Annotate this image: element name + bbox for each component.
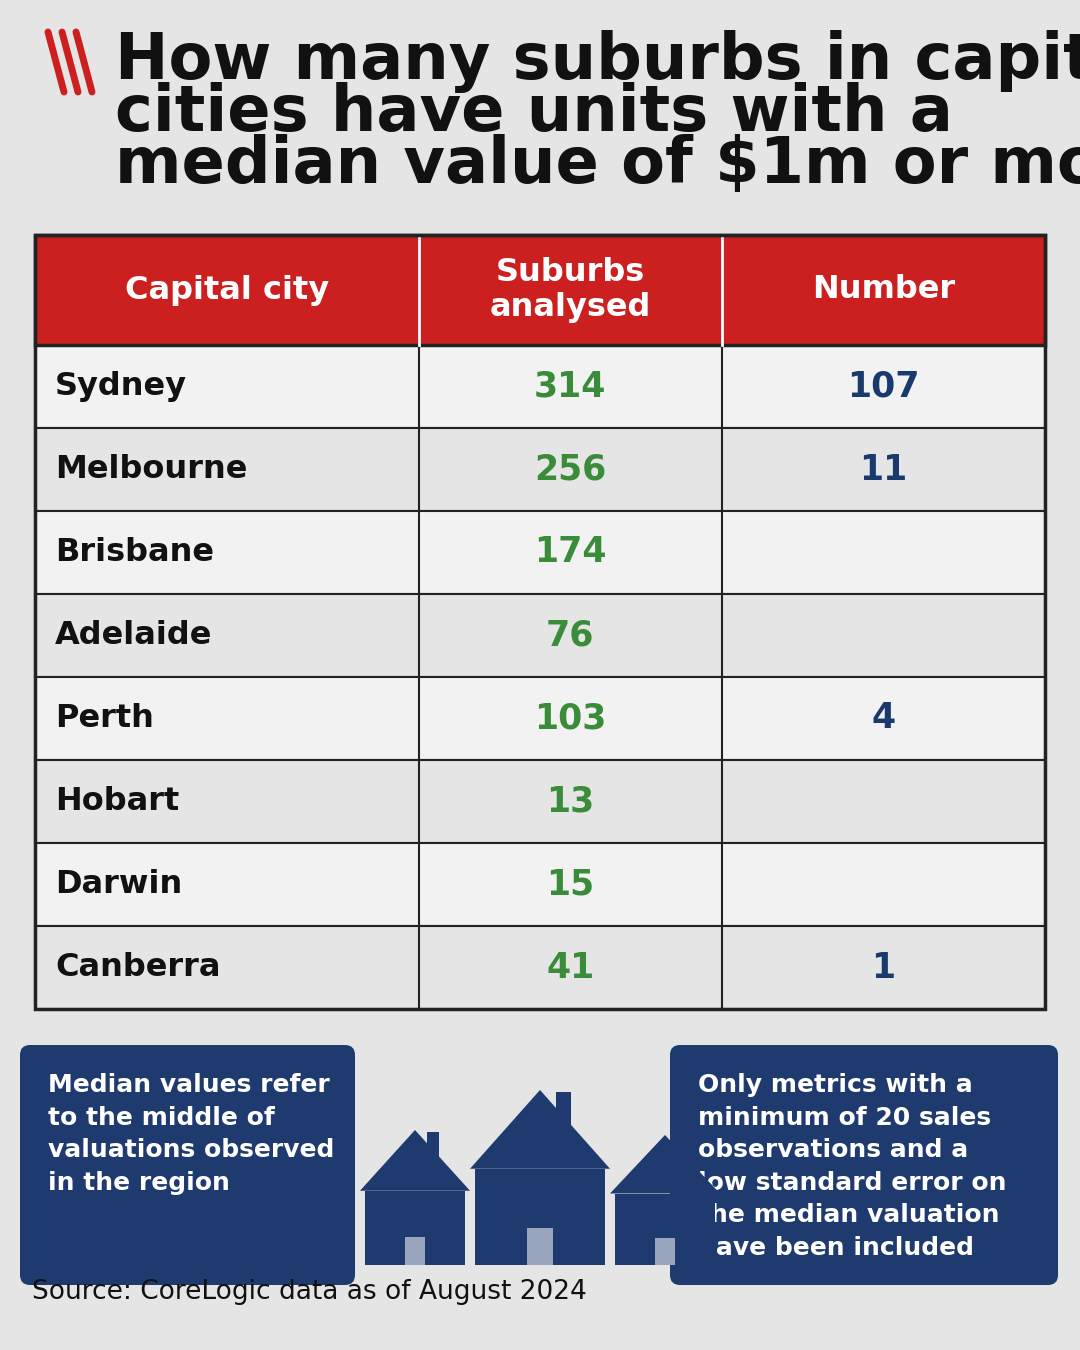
FancyBboxPatch shape <box>35 428 1045 512</box>
FancyBboxPatch shape <box>35 594 1045 676</box>
FancyBboxPatch shape <box>35 346 1045 428</box>
Text: Brisbane: Brisbane <box>55 537 214 568</box>
Polygon shape <box>527 1228 553 1265</box>
Polygon shape <box>475 1169 605 1265</box>
Polygon shape <box>470 1089 610 1169</box>
Polygon shape <box>365 1191 465 1265</box>
Text: Number: Number <box>812 274 955 305</box>
Text: 76: 76 <box>546 618 595 652</box>
FancyBboxPatch shape <box>35 760 1045 842</box>
Text: 107: 107 <box>847 370 920 404</box>
Text: Perth: Perth <box>55 703 153 734</box>
Text: Adelaide: Adelaide <box>55 620 213 651</box>
Polygon shape <box>555 1092 571 1127</box>
Text: How many suburbs in capital: How many suburbs in capital <box>114 30 1080 93</box>
Text: 13: 13 <box>546 784 594 818</box>
Text: 11: 11 <box>860 452 907 486</box>
Text: Darwin: Darwin <box>55 869 183 900</box>
Text: Hobart: Hobart <box>55 786 179 817</box>
Text: cities have units with a: cities have units with a <box>114 82 953 144</box>
Text: Only metrics with a
minimum of 20 sales
observations and a
low standard error on: Only metrics with a minimum of 20 sales … <box>698 1073 1007 1260</box>
Text: median value of $1m or more?: median value of $1m or more? <box>114 134 1080 196</box>
FancyBboxPatch shape <box>35 676 1045 760</box>
Text: 314: 314 <box>535 370 607 404</box>
Text: Suburbs
analysed: Suburbs analysed <box>489 256 651 324</box>
Text: 103: 103 <box>535 702 607 736</box>
Polygon shape <box>360 1130 470 1191</box>
Polygon shape <box>615 1193 715 1265</box>
Polygon shape <box>405 1237 426 1265</box>
Text: 41: 41 <box>546 950 594 984</box>
Polygon shape <box>427 1131 438 1160</box>
Text: Canberra: Canberra <box>55 952 220 983</box>
FancyBboxPatch shape <box>35 926 1045 1008</box>
Text: 1: 1 <box>872 950 895 984</box>
FancyBboxPatch shape <box>35 842 1045 926</box>
FancyBboxPatch shape <box>35 235 1045 346</box>
FancyBboxPatch shape <box>21 1045 355 1285</box>
Text: Capital city: Capital city <box>125 274 329 305</box>
Text: 15: 15 <box>546 868 594 902</box>
Text: 256: 256 <box>535 452 607 486</box>
Text: Source: CoreLogic data as of August 2024: Source: CoreLogic data as of August 2024 <box>32 1278 586 1305</box>
FancyBboxPatch shape <box>35 512 1045 594</box>
Text: Sydney: Sydney <box>55 371 187 402</box>
Text: Melbourne: Melbourne <box>55 454 247 485</box>
Text: 174: 174 <box>534 536 607 570</box>
Text: 4: 4 <box>872 702 895 736</box>
Text: Median values refer
to the middle of
valuations observed
in the region: Median values refer to the middle of val… <box>48 1073 335 1195</box>
FancyBboxPatch shape <box>670 1045 1058 1285</box>
Polygon shape <box>610 1135 720 1193</box>
Polygon shape <box>654 1238 675 1265</box>
